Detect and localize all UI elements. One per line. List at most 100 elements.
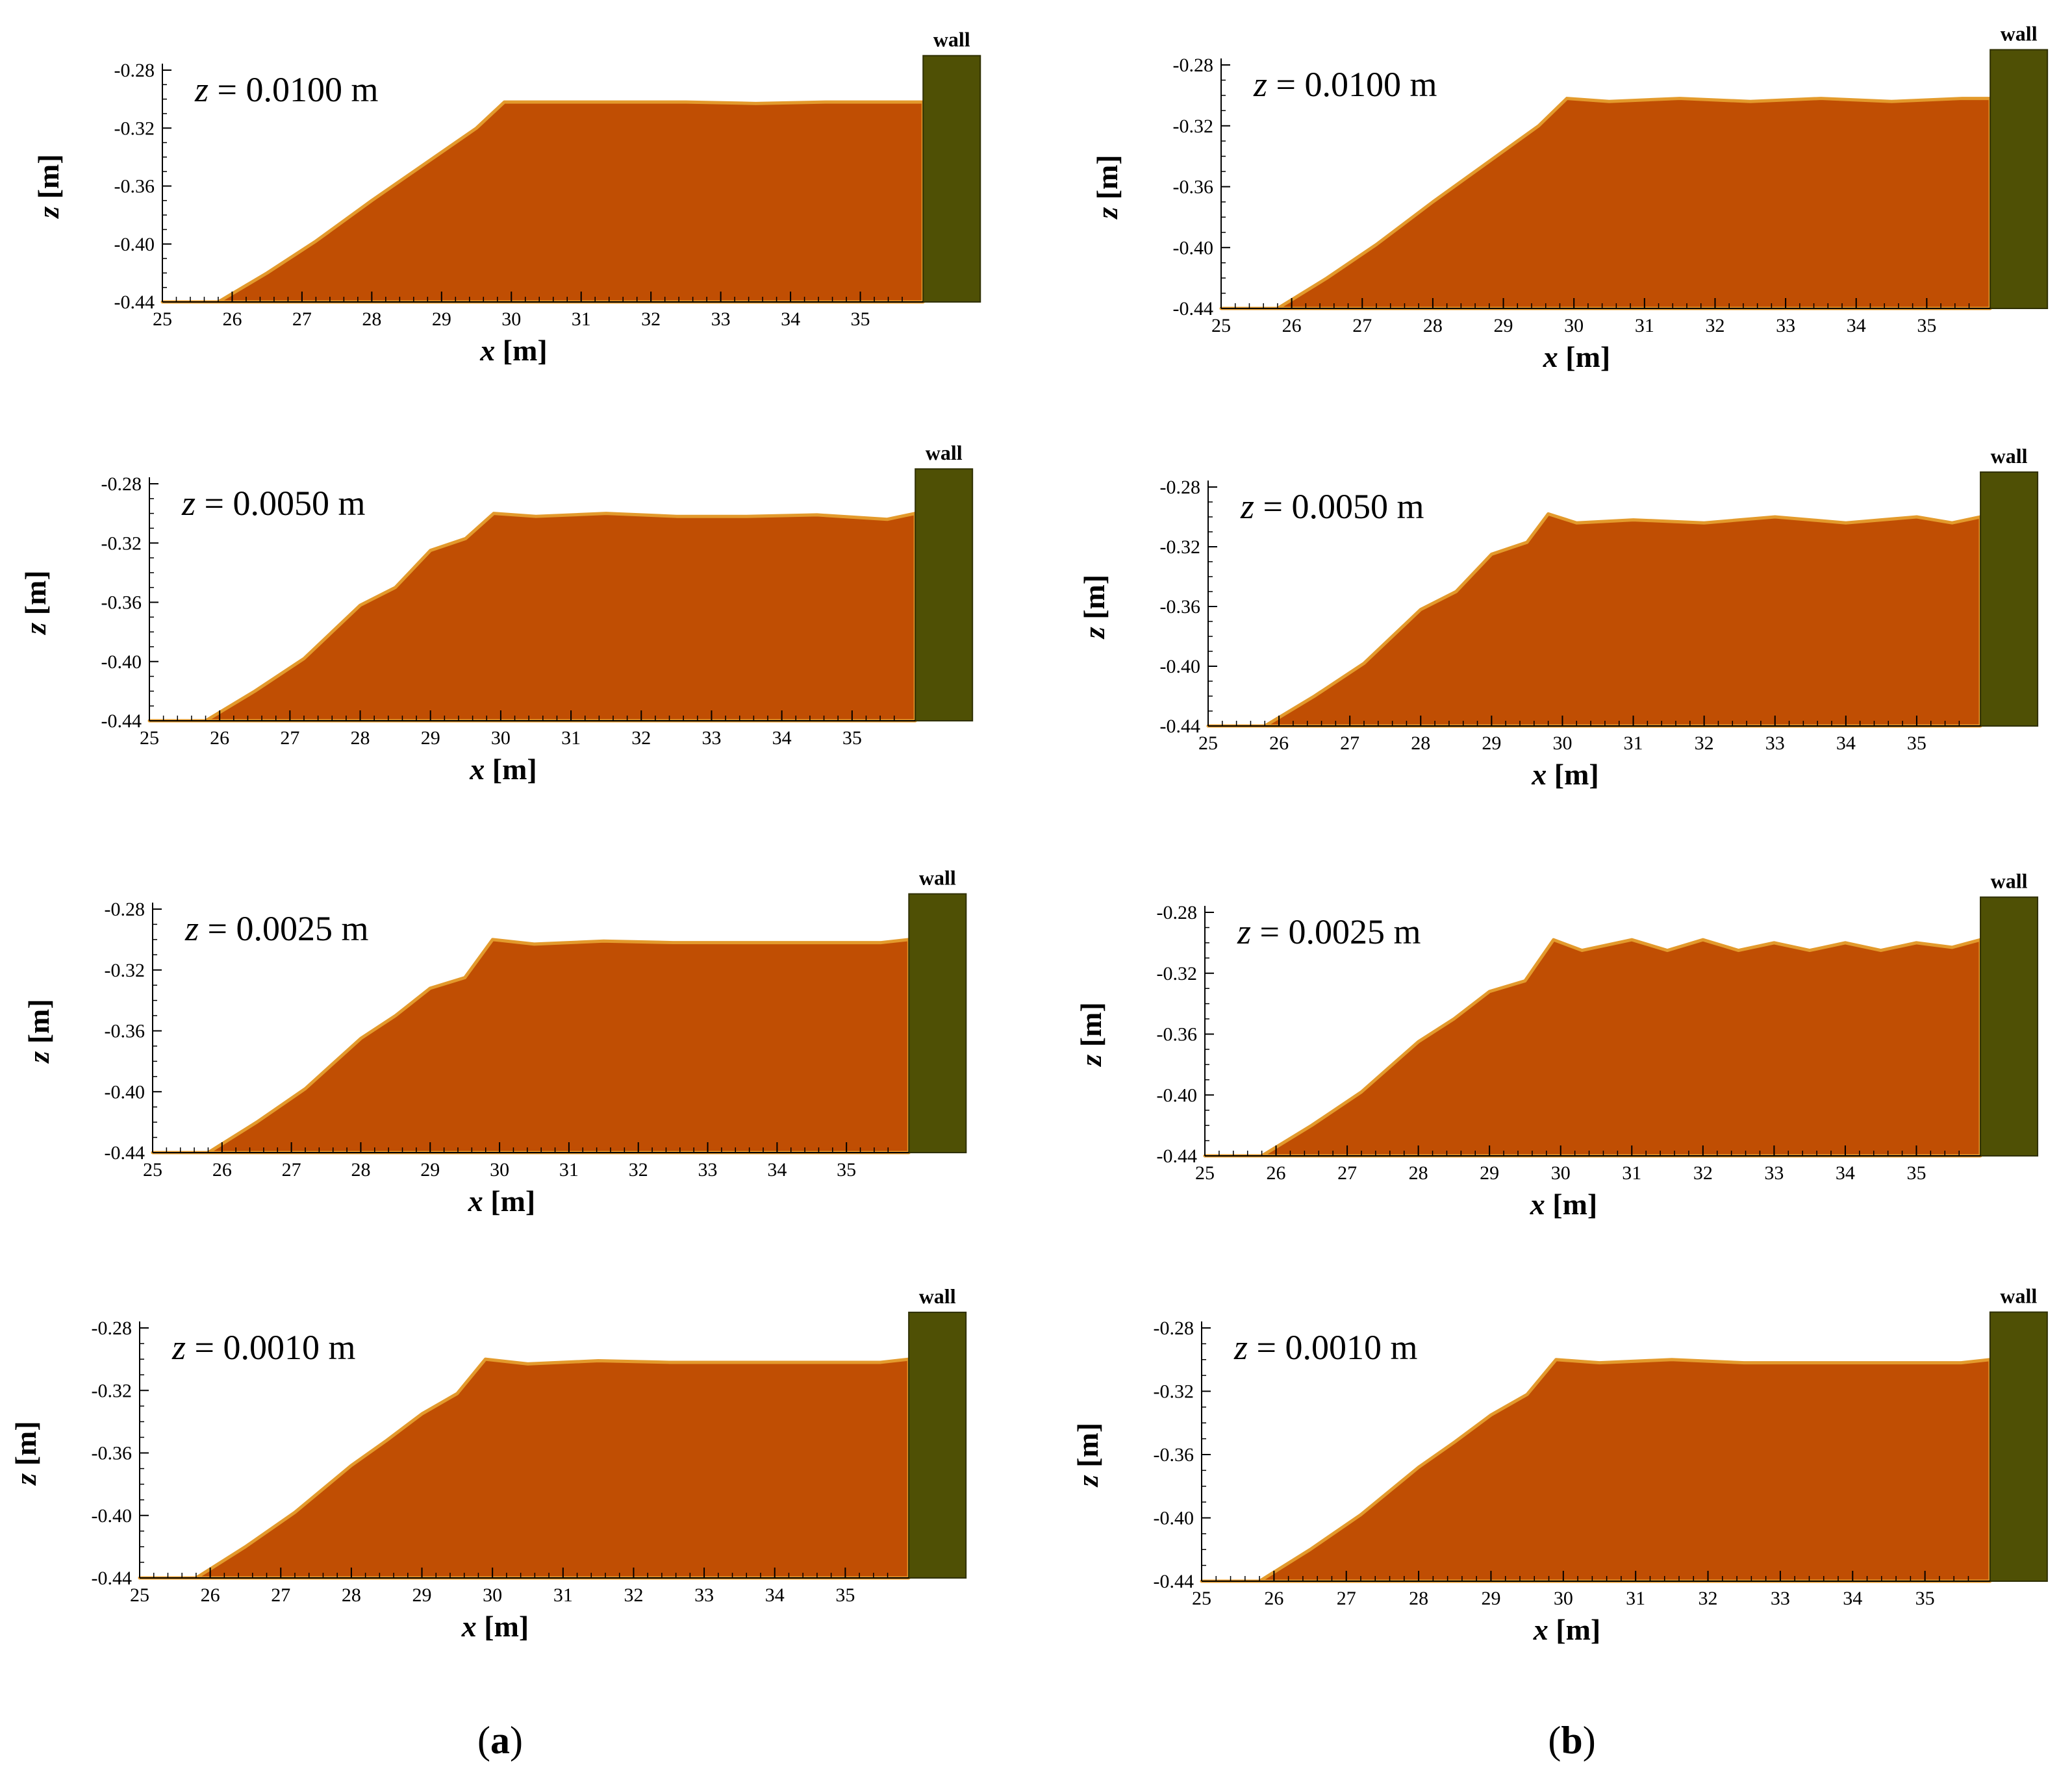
column-label-a: (a) — [477, 1719, 523, 1762]
y-axis-label: z [m] — [19, 570, 52, 635]
y-axis-label: z [m] — [22, 999, 55, 1064]
x-axis-label: x [m] — [1531, 758, 1598, 791]
x-tick-label: 33 — [1776, 315, 1795, 336]
y-tick-label: -0.40 — [101, 651, 142, 673]
x-tick-label: 35 — [851, 308, 870, 330]
x-tick-label: 29 — [1481, 1588, 1500, 1609]
x-tick-label: 28 — [1409, 1588, 1428, 1609]
x-axis-label: x [m] — [461, 1610, 529, 1643]
depth-annotation: z = 0.0050 m — [181, 484, 365, 523]
x-tick-label: 25 — [1195, 1162, 1215, 1184]
x-tick-label: 35 — [1906, 1162, 1926, 1184]
x-tick-label: 28 — [362, 308, 381, 330]
y-tick-label: -0.32 — [114, 118, 155, 139]
y-tick-label: -0.44 — [105, 1142, 145, 1164]
x-tick-label: 32 — [1705, 315, 1725, 336]
y-tick-label: -0.28 — [1154, 1318, 1194, 1339]
y-tick-label: -0.28 — [105, 899, 145, 920]
x-tick-label: 28 — [351, 727, 370, 749]
x-tick-label: 33 — [694, 1584, 714, 1606]
y-tick-label: -0.28 — [92, 1318, 133, 1339]
y-tick-label: -0.32 — [92, 1380, 133, 1401]
y-axis-label: z [m] — [9, 1421, 42, 1486]
x-tick-label: 27 — [280, 727, 299, 749]
y-tick-label: -0.44 — [1154, 1571, 1194, 1592]
x-tick-label: 30 — [501, 308, 521, 330]
y-tick-label: -0.40 — [1154, 1508, 1194, 1529]
x-tick-label: 32 — [1695, 732, 1714, 754]
x-tick-label: 31 — [1624, 732, 1643, 754]
depth-annotation: z = 0.0010 m — [171, 1328, 355, 1367]
sediment-profile-area — [151, 938, 911, 1155]
y-tick-label: -0.40 — [1160, 656, 1201, 677]
x-tick-label: 32 — [641, 308, 661, 330]
depth-annotation: z = 0.0025 m — [184, 909, 368, 948]
x-tick-label: 34 — [1843, 1588, 1862, 1609]
x-tick-label: 31 — [559, 1159, 579, 1181]
x-tick-label: 26 — [1269, 732, 1289, 754]
x-axis-label: x [m] — [479, 334, 547, 367]
x-tick-label: 27 — [292, 308, 312, 330]
x-tick-label: 25 — [140, 727, 159, 749]
x-tick-label: 28 — [1423, 315, 1443, 336]
y-tick-label: -0.44 — [114, 292, 155, 313]
x-axis-label: x [m] — [468, 1184, 535, 1218]
y-tick-label: -0.32 — [1160, 536, 1201, 558]
x-tick-label: 33 — [711, 308, 731, 330]
y-tick-label: -0.28 — [1160, 477, 1201, 498]
x-tick-label: 26 — [222, 308, 242, 330]
x-tick-label: 30 — [490, 1159, 509, 1181]
y-axis-label: z [m] — [1071, 1423, 1104, 1488]
wall-label: wall — [933, 28, 970, 51]
x-tick-label: 26 — [1282, 315, 1302, 336]
wall-block — [922, 55, 981, 303]
x-tick-label: 29 — [412, 1584, 432, 1606]
y-tick-label: -0.28 — [1173, 55, 1214, 76]
wall-label: wall — [1991, 444, 2028, 468]
x-tick-label: 31 — [561, 727, 581, 749]
x-tick-label: 26 — [210, 727, 229, 749]
y-tick-label: -0.36 — [105, 1021, 145, 1042]
x-tick-label: 29 — [1480, 1162, 1499, 1184]
y-axis-label: z [m] — [1091, 155, 1124, 219]
x-tick-label: 28 — [1411, 732, 1430, 754]
sediment-profile-area — [1203, 938, 1982, 1158]
x-tick-label: 33 — [1765, 732, 1785, 754]
wall-label: wall — [2000, 1284, 2037, 1308]
y-tick-label: -0.32 — [1157, 963, 1198, 984]
y-tick-label: -0.44 — [1173, 298, 1214, 319]
x-tick-label: 25 — [153, 308, 172, 330]
sediment-profile-area — [1206, 512, 1982, 728]
x-tick-label: 33 — [1771, 1588, 1790, 1609]
x-axis-label: x [m] — [469, 753, 537, 786]
x-tick-label: 34 — [1836, 732, 1856, 754]
x-tick-label: 31 — [1622, 1162, 1641, 1184]
x-tick-label: 26 — [1267, 1162, 1286, 1184]
x-tick-label: 34 — [767, 1159, 787, 1181]
depth-annotation: z = 0.0010 m — [1233, 1328, 1417, 1367]
y-tick-label: -0.36 — [101, 592, 142, 614]
depth-annotation: z = 0.0100 m — [194, 70, 378, 109]
y-tick-label: -0.44 — [101, 710, 142, 732]
x-tick-label: 26 — [212, 1159, 232, 1181]
x-tick-label: 34 — [1836, 1162, 1855, 1184]
y-tick-label: -0.36 — [1160, 596, 1201, 618]
y-tick-label: -0.36 — [1154, 1444, 1194, 1466]
sediment-profile-area — [160, 100, 925, 304]
wall-label: wall — [919, 866, 956, 890]
y-tick-label: -0.32 — [1154, 1381, 1194, 1403]
x-tick-label: 31 — [553, 1584, 573, 1606]
x-tick-label: 32 — [1699, 1588, 1718, 1609]
y-tick-label: -0.36 — [1157, 1024, 1198, 1045]
x-tick-label: 30 — [1552, 732, 1572, 754]
x-tick-label: 35 — [1915, 1588, 1935, 1609]
x-tick-label: 26 — [1264, 1588, 1283, 1609]
sediment-profile-area — [1219, 97, 1992, 310]
y-tick-label: -0.32 — [1173, 116, 1214, 137]
